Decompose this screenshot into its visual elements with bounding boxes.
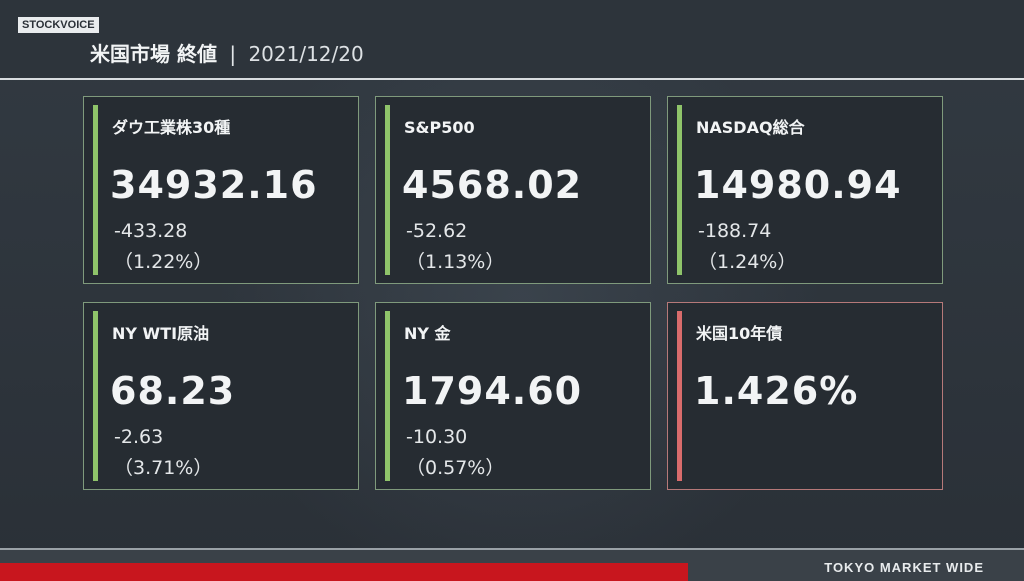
footer-brand: TOKYO MARKET WIDE: [824, 560, 984, 575]
card-accent-bar: [385, 311, 390, 481]
card-percent: （1.24%）: [698, 251, 797, 273]
card-sp500: S&P500 4568.02 -52.62 （1.13%）: [375, 96, 651, 284]
card-accent-bar: [385, 105, 390, 275]
stockvoice-logo: STOCKVOICE: [18, 17, 99, 33]
page-title: 米国市場 終値 | 2021/12/20: [90, 40, 364, 68]
card-wti: NY WTI原油 68.23 -2.63 （3.71%）: [83, 302, 359, 490]
card-value: 68.23: [110, 369, 236, 413]
card-change: -2.63: [114, 426, 164, 448]
card-label: NASDAQ総合: [696, 118, 805, 137]
card-value: 1794.60: [402, 369, 583, 413]
card-dow: ダウ工業株30種 34932.16 -433.28 （1.22%）: [83, 96, 359, 284]
market-title: 米国市場 終値: [90, 42, 217, 66]
card-accent-bar: [677, 311, 682, 481]
market-date: 2021/12/20: [248, 42, 364, 66]
card-us10y: 米国10年債 1.426%: [667, 302, 943, 490]
card-accent-bar: [677, 105, 682, 275]
card-change: -52.62: [406, 220, 468, 242]
card-label: ダウ工業株30種: [112, 118, 231, 137]
card-percent: （1.13%）: [406, 251, 505, 273]
footer-red-band: [0, 563, 688, 581]
card-percent: （0.57%）: [406, 457, 505, 479]
card-label: S&P500: [404, 118, 475, 137]
card-percent: （1.22%）: [114, 251, 213, 273]
header-bar: STOCKVOICE 米国市場 終値 | 2021/12/20: [0, 0, 1024, 80]
card-label: NY 金: [404, 324, 451, 343]
card-label: 米国10年債: [696, 324, 783, 343]
card-nasdaq: NASDAQ総合 14980.94 -188.74 （1.24%）: [667, 96, 943, 284]
footer-divider: [0, 548, 1024, 550]
card-accent-bar: [93, 105, 98, 275]
card-gold: NY 金 1794.60 -10.30 （0.57%）: [375, 302, 651, 490]
card-change: -188.74: [698, 220, 772, 242]
card-label: NY WTI原油: [112, 324, 210, 343]
card-value: 34932.16: [110, 163, 318, 207]
card-value: 14980.94: [694, 163, 902, 207]
card-value: 1.426%: [694, 369, 859, 413]
card-change: -433.28: [114, 220, 188, 242]
card-value: 4568.02: [402, 163, 583, 207]
title-separator: |: [229, 42, 237, 66]
card-change: -10.30: [406, 426, 468, 448]
card-accent-bar: [93, 311, 98, 481]
card-percent: （3.71%）: [114, 457, 213, 479]
